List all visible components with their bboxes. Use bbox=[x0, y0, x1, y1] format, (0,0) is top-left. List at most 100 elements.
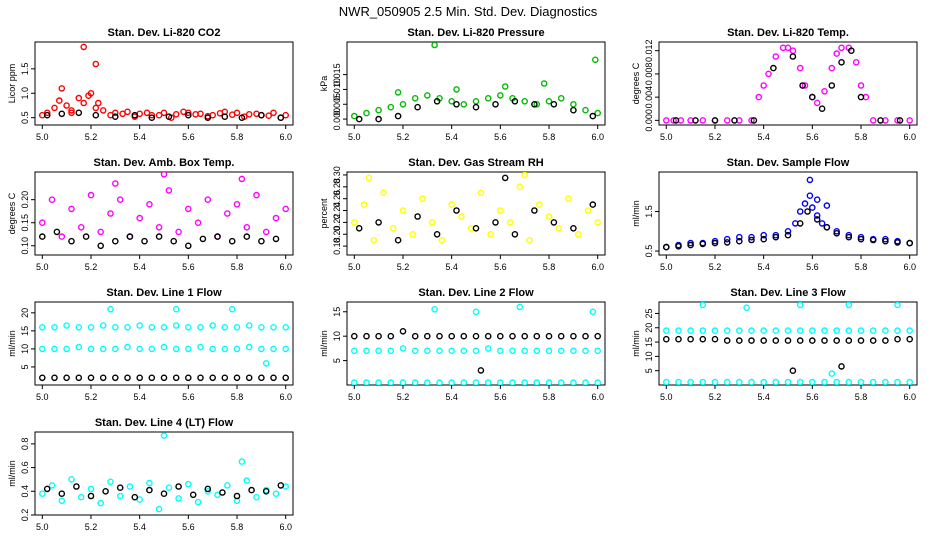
data-point bbox=[433, 230, 441, 238]
data-point bbox=[277, 114, 285, 121]
data-point bbox=[675, 378, 682, 385]
data-point bbox=[184, 345, 192, 353]
data-point bbox=[894, 335, 901, 343]
data-point bbox=[58, 497, 66, 505]
data-point bbox=[845, 327, 853, 334]
data-point bbox=[438, 236, 446, 244]
data-point bbox=[509, 332, 516, 340]
data-point bbox=[582, 347, 589, 355]
plot-frame bbox=[34, 301, 294, 386]
data-point bbox=[131, 111, 139, 119]
data-point bbox=[813, 216, 821, 223]
data-point bbox=[799, 82, 806, 89]
data-point bbox=[423, 332, 431, 340]
data-point bbox=[521, 172, 528, 179]
data-point bbox=[894, 378, 901, 385]
data-point bbox=[148, 374, 156, 382]
data-point bbox=[821, 327, 828, 334]
data-point bbox=[582, 332, 589, 340]
data-point bbox=[877, 117, 884, 124]
data-point bbox=[350, 347, 358, 355]
y-tick-label: 15 bbox=[20, 326, 30, 336]
data-point bbox=[199, 235, 207, 243]
data-point bbox=[146, 200, 153, 208]
y-axis-label: Licor ppm bbox=[7, 64, 17, 104]
data-point bbox=[813, 212, 821, 219]
data-point bbox=[789, 47, 797, 55]
data-point bbox=[533, 101, 541, 108]
data-point bbox=[175, 228, 182, 236]
data-point bbox=[245, 374, 253, 382]
data-point bbox=[204, 487, 212, 495]
data-point bbox=[796, 378, 804, 385]
x-tick-label: 5.2 bbox=[85, 522, 98, 532]
data-point bbox=[175, 495, 182, 502]
data-point bbox=[204, 196, 212, 203]
data-point bbox=[723, 117, 731, 124]
data-point bbox=[148, 323, 156, 331]
data-point bbox=[748, 378, 755, 385]
data-point bbox=[258, 237, 265, 245]
y-tick-label: 5 bbox=[20, 364, 30, 369]
data-point bbox=[448, 379, 455, 385]
y-axis-label: ml/min bbox=[7, 460, 17, 487]
data-point bbox=[204, 485, 212, 493]
data-point bbox=[687, 335, 694, 343]
data-point bbox=[796, 327, 804, 334]
data-point bbox=[262, 359, 270, 367]
data-point bbox=[282, 323, 290, 331]
data-point bbox=[838, 59, 845, 66]
data-point bbox=[748, 327, 755, 334]
series-avg bbox=[663, 335, 914, 375]
data-point bbox=[270, 109, 277, 117]
data-point bbox=[770, 64, 777, 72]
data-point bbox=[723, 337, 731, 344]
data-point bbox=[436, 379, 443, 385]
data-point bbox=[270, 374, 277, 382]
data-point bbox=[906, 378, 913, 385]
chart-co2: Stan. Dev. Li-820 CO2 5.0 5.2 5.4 5.6 5.8 6.0 0… bbox=[7, 27, 294, 142]
data-point bbox=[87, 492, 95, 500]
data-point bbox=[58, 110, 66, 118]
data-point bbox=[209, 322, 216, 329]
data-point bbox=[272, 235, 280, 243]
data-point bbox=[97, 242, 104, 250]
data-point bbox=[155, 505, 163, 513]
y-tick-label: 0.005 bbox=[332, 93, 342, 116]
data-point bbox=[184, 111, 192, 119]
data-point bbox=[882, 337, 889, 344]
data-point bbox=[75, 374, 83, 382]
data-point bbox=[175, 483, 182, 490]
data-point bbox=[869, 378, 877, 385]
data-point bbox=[906, 335, 914, 343]
x-tick-label: 5.8 bbox=[855, 262, 868, 272]
data-point bbox=[536, 201, 543, 208]
data-point bbox=[487, 230, 494, 238]
y-tick-label: 0.8 bbox=[20, 438, 30, 451]
data-point bbox=[448, 201, 456, 208]
data-point bbox=[233, 200, 241, 208]
data-point bbox=[365, 174, 373, 182]
data-point bbox=[39, 233, 46, 240]
data-point bbox=[221, 374, 229, 382]
data-point bbox=[833, 50, 841, 57]
x-tick-label: 5.0 bbox=[660, 262, 673, 272]
data-point bbox=[772, 327, 780, 334]
data-point bbox=[184, 323, 192, 331]
data-point bbox=[533, 347, 541, 355]
data-point bbox=[801, 82, 809, 89]
data-point bbox=[272, 214, 280, 222]
data-point bbox=[460, 332, 468, 340]
data-point bbox=[197, 343, 204, 351]
data-point bbox=[399, 101, 407, 108]
data-point bbox=[375, 379, 382, 385]
data-point bbox=[484, 332, 492, 340]
x-tick-label: 5.0 bbox=[36, 392, 49, 402]
data-point bbox=[394, 236, 402, 244]
data-point bbox=[126, 233, 134, 240]
chart-title: Stan. Dev. Sample Flow bbox=[727, 157, 850, 169]
data-point bbox=[172, 322, 180, 329]
data-point bbox=[221, 345, 229, 353]
plot-frame bbox=[34, 41, 294, 126]
y-axis-label: percent bbox=[319, 198, 329, 229]
